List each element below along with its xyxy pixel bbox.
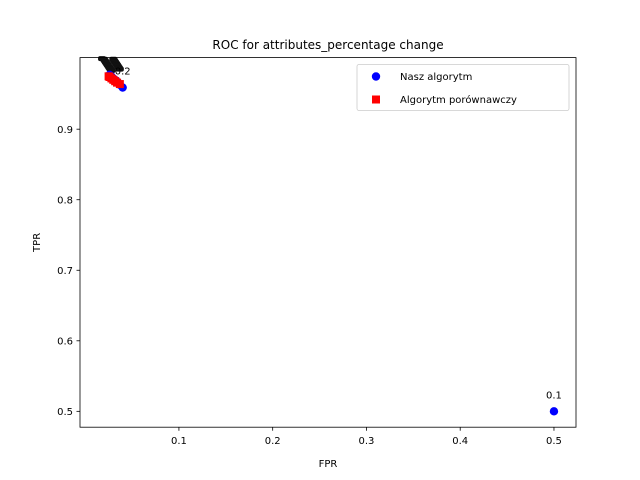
x-tick-label: 0.4 — [452, 436, 468, 447]
y-axis-ticks: 0.5 0.6 0.7 0.8 0.9 — [57, 125, 80, 418]
plot-frame — [79, 57, 577, 428]
point-annotation-label: 0.2 — [115, 67, 131, 78]
x-axis-label: FPR — [319, 459, 338, 470]
x-tick-label: 0.2 — [265, 436, 281, 447]
point-annotation-label: 0.1 — [546, 390, 562, 401]
legend-box — [356, 64, 570, 111]
legend-marker-nasz-algorytm — [371, 72, 381, 81]
y-axis-label: TPR — [32, 233, 43, 253]
annotation-clutter — [98, 56, 124, 74]
point-annotations: 0.1 0.2 — [115, 67, 562, 402]
x-tick-label: 0.1 — [171, 436, 187, 447]
x-tick-label: 0.3 — [358, 436, 374, 447]
legend-marker-algorytm-porownawczy — [372, 95, 380, 104]
x-tick-label: 0.5 — [546, 436, 562, 447]
legend: Nasz algorytm Algorytm porównawczy — [356, 64, 570, 111]
y-tick-label: 0.9 — [57, 125, 73, 136]
point-series-0 — [549, 407, 559, 416]
x-axis-ticks: 0.1 0.2 0.3 0.4 0.5 — [171, 427, 562, 447]
y-tick-label: 0.7 — [57, 266, 73, 277]
y-tick-label: 0.6 — [57, 336, 73, 347]
chart-title: ROC for attributes_percentage change — [212, 38, 443, 52]
annotation-clutter-mark — [115, 66, 124, 72]
legend-label-algorytm-porownawczy: Algorytm porównawczy — [400, 94, 517, 106]
data-marks — [104, 70, 559, 416]
y-tick-label: 0.5 — [57, 407, 73, 418]
point-series-1 — [104, 72, 113, 81]
plot-area — [80, 57, 576, 428]
y-tick-label: 0.8 — [57, 195, 73, 206]
legend-label-nasz-algorytm: Nasz algorytm — [400, 72, 472, 83]
